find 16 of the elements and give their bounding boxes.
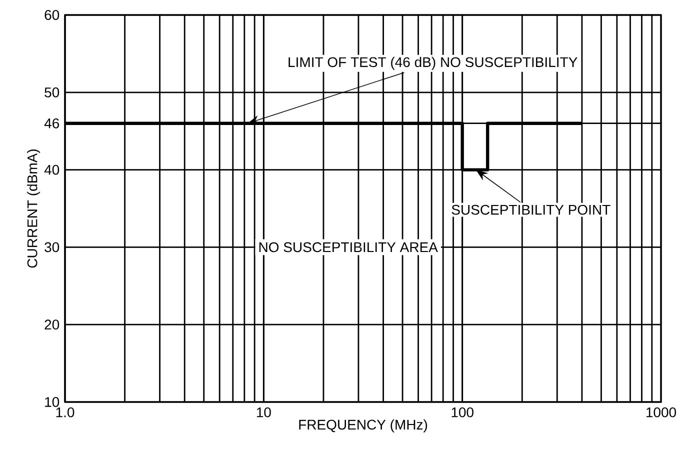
y-tick-label: 10	[45, 397, 60, 407]
y-tick-label: 50	[44, 87, 60, 98]
x-axis-title: FREQUENCY (MHz)	[299, 419, 428, 432]
x-tick-label: 10	[256, 407, 271, 418]
y-tick-label: 20	[44, 320, 60, 330]
y-tick-label: 40	[44, 164, 60, 175]
x-tick-label: 100	[452, 407, 474, 418]
annotation: SUSCEPTIBILITY POINT	[452, 204, 610, 215]
x-tick-label: 1.0	[56, 407, 74, 418]
y-tick-label: 46	[44, 118, 60, 128]
x-tick-label: 1000	[646, 407, 676, 418]
y-tick-label: 60	[44, 10, 60, 20]
y-tick-label: 30	[44, 242, 60, 252]
annotation: NO SUSCEPTIBILITY AREA	[259, 242, 438, 252]
y-axis-title: CURRENT (dBmA)	[26, 149, 40, 268]
annotation: LIMIT OF TEST (46 dB) NO SUSCEPTIBILITY	[288, 56, 578, 70]
